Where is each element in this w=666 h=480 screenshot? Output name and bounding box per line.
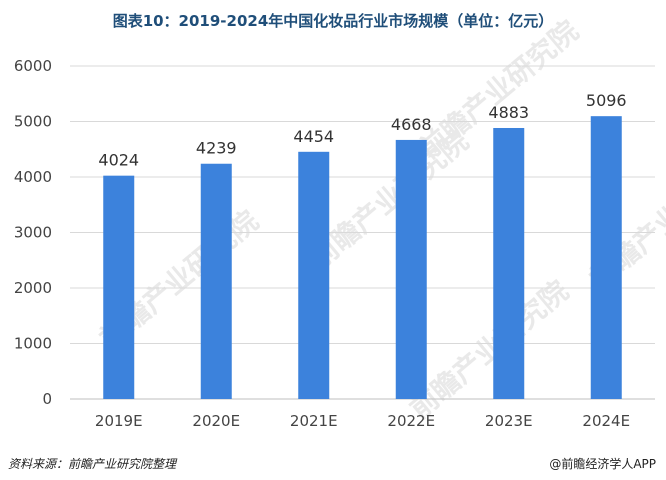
bars-layer: [103, 116, 622, 399]
data-label: 4883: [488, 103, 529, 122]
y-tick-label: 5000: [14, 113, 52, 131]
data-label: 4239: [196, 139, 237, 158]
x-tick-label: 2020E: [192, 412, 240, 430]
labels-layer: 4024 2019E 4239 2020E 4454 2021E 4668 2022E 4883…: [95, 91, 630, 430]
brand-credit: @前瞻经济学人APP: [549, 457, 656, 471]
data-label: 4454: [293, 127, 334, 146]
data-label: 4024: [98, 151, 139, 170]
chart-title: 图表10：2019-2024年中国化妆品行业市场规模（单位：亿元）: [112, 12, 554, 30]
bar: [395, 139, 427, 399]
bar: [493, 127, 525, 399]
bar: [590, 116, 622, 399]
y-tick-label: 0: [42, 390, 52, 408]
source-note: 资料来源：前瞻产业研究院整理: [8, 457, 177, 471]
x-tick-label: 2024E: [582, 412, 630, 430]
data-label: 4668: [391, 115, 432, 134]
bar: [200, 163, 232, 399]
y-tick-label: 3000: [14, 224, 52, 242]
bar: [298, 151, 330, 399]
x-tick-label: 2022E: [387, 412, 435, 430]
grid-layer: 0 1000 2000 3000 4000 5000 6000: [14, 57, 655, 408]
x-tick-label: 2023E: [485, 412, 533, 430]
data-label: 5096: [586, 91, 627, 110]
y-tick-label: 1000: [14, 335, 52, 353]
y-tick-label: 2000: [14, 279, 52, 297]
bar: [103, 175, 135, 399]
x-tick-label: 2021E: [290, 412, 338, 430]
y-tick-label: 4000: [14, 168, 52, 186]
y-tick-label: 6000: [14, 57, 52, 75]
watermark-text: 前瞻产业研究院: [403, 274, 574, 425]
x-tick-label: 2019E: [95, 412, 143, 430]
